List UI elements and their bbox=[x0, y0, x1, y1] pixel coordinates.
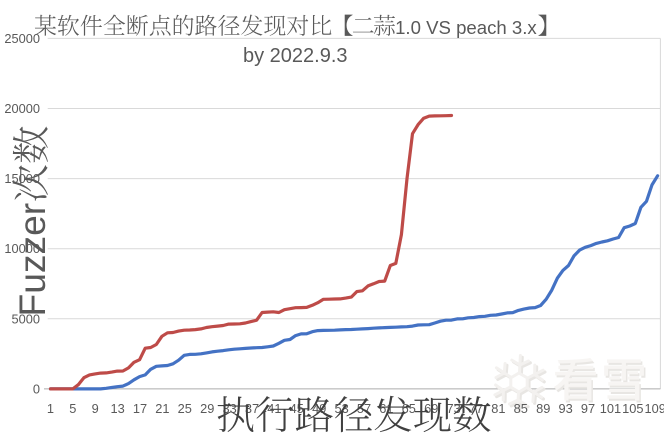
svg-text:105: 105 bbox=[622, 401, 643, 416]
svg-text:13: 13 bbox=[110, 401, 124, 416]
svg-text:85: 85 bbox=[514, 401, 528, 416]
svg-text:9: 9 bbox=[92, 401, 99, 416]
svg-text:1: 1 bbox=[47, 401, 54, 416]
svg-text:45: 45 bbox=[290, 401, 304, 416]
svg-text:Fuzzer: Fuzzer bbox=[11, 203, 53, 317]
svg-text:0: 0 bbox=[33, 381, 40, 396]
svg-text:37: 37 bbox=[245, 401, 259, 416]
svg-text:93: 93 bbox=[558, 401, 572, 416]
svg-text:5: 5 bbox=[69, 401, 76, 416]
svg-text:41: 41 bbox=[267, 401, 281, 416]
svg-text:109: 109 bbox=[645, 401, 664, 416]
svg-text:65: 65 bbox=[402, 401, 416, 416]
svg-text:81: 81 bbox=[491, 401, 505, 416]
svg-text:1.0 VS peach 3.x: 1.0 VS peach 3.x bbox=[395, 17, 537, 38]
svg-text:20000: 20000 bbox=[4, 101, 40, 116]
svg-text:by 2022.9.3: by 2022.9.3 bbox=[243, 45, 348, 67]
svg-text:21: 21 bbox=[155, 401, 169, 416]
svg-text:33: 33 bbox=[222, 401, 236, 416]
svg-text:101: 101 bbox=[600, 401, 621, 416]
svg-text:17: 17 bbox=[133, 401, 147, 416]
svg-text:25: 25 bbox=[178, 401, 192, 416]
svg-text:89: 89 bbox=[536, 401, 550, 416]
svg-text:10000: 10000 bbox=[4, 241, 40, 256]
svg-text:25000: 25000 bbox=[4, 31, 40, 46]
svg-text:5000: 5000 bbox=[12, 311, 40, 326]
svg-text:97: 97 bbox=[581, 401, 595, 416]
svg-text:15000: 15000 bbox=[4, 171, 40, 186]
svg-text:73: 73 bbox=[446, 401, 460, 416]
svg-text:29: 29 bbox=[200, 401, 214, 416]
